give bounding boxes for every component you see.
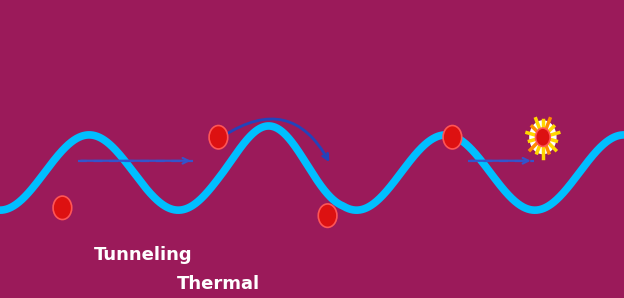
Circle shape (53, 196, 72, 220)
Circle shape (443, 125, 462, 149)
Text: Thermal: Thermal (177, 275, 260, 293)
Circle shape (535, 128, 550, 146)
Text: Tunneling: Tunneling (94, 246, 193, 264)
Circle shape (318, 204, 337, 227)
Circle shape (530, 121, 556, 153)
Circle shape (209, 125, 228, 149)
